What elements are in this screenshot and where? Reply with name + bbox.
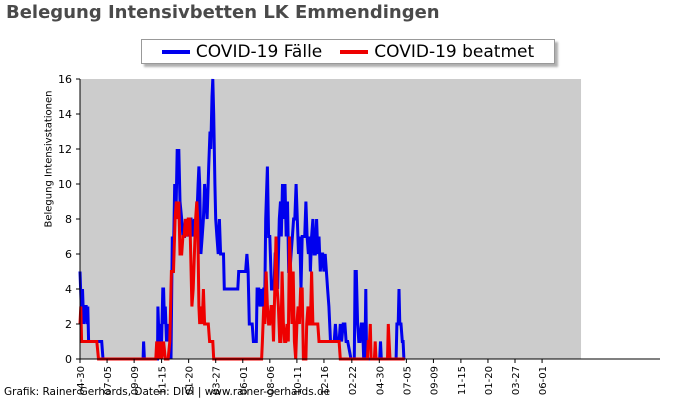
x-tick-label: 01-20 bbox=[185, 366, 196, 395]
chart-title: Belegung Intensivbetten LK Emmendingen bbox=[6, 2, 440, 23]
y-tick-label: 16 bbox=[58, 73, 72, 86]
series-line-cases bbox=[78, 78, 406, 361]
legend-swatch-ventilated bbox=[340, 49, 369, 54]
x-tick-label: 07-05 bbox=[402, 366, 413, 395]
x-tick-label: 06-01 bbox=[538, 366, 549, 395]
legend-swatch-cases bbox=[161, 49, 190, 54]
x-tick-label: 06-01 bbox=[239, 366, 250, 395]
y-tick-label: 0 bbox=[65, 353, 72, 366]
x-tick-label: 11-15 bbox=[158, 366, 169, 395]
x-tick-label: 10-11 bbox=[293, 366, 304, 395]
x-tick-label: 04-30 bbox=[375, 366, 386, 395]
x-tick-label: 11-15 bbox=[457, 366, 468, 395]
legend-item-cases: COVID-19 Fälle bbox=[161, 41, 323, 62]
x-tick-label: 03-27 bbox=[511, 366, 522, 395]
y-tick-label: 10 bbox=[58, 178, 72, 191]
y-tick-label: 6 bbox=[65, 248, 72, 261]
legend-label-ventilated: COVID-19 beatmet bbox=[374, 41, 535, 62]
legend-item-ventilated: COVID-19 beatmet bbox=[340, 42, 534, 62]
y-tick-label: 2 bbox=[65, 318, 72, 331]
x-tick-label: 09-09 bbox=[130, 366, 141, 395]
x-tick-label: 02-22 bbox=[348, 366, 359, 395]
x-tick-label: 09-09 bbox=[429, 366, 440, 395]
legend-label-cases: COVID-19 Fälle bbox=[195, 41, 323, 62]
series-line-ventilated bbox=[78, 201, 405, 361]
y-tick-label: 14 bbox=[58, 108, 72, 121]
y-tick-label: 8 bbox=[65, 213, 72, 226]
x-tick-label: 03-27 bbox=[212, 366, 223, 395]
x-tick-label: 08-06 bbox=[266, 366, 277, 395]
y-axis-label: Belegung Intensivstationen bbox=[43, 90, 55, 228]
x-tick-label: 01-20 bbox=[484, 366, 495, 395]
x-tick-label: 04-30 bbox=[76, 366, 87, 395]
y-tick-label: 4 bbox=[65, 283, 72, 296]
x-tick-label: 07-05 bbox=[103, 366, 114, 395]
credit-footer: Grafik: Rainer Gerhards, Daten: DIVI | w… bbox=[4, 386, 331, 398]
y-tick-label: 12 bbox=[58, 143, 72, 156]
x-tick-label: 12-16 bbox=[320, 366, 331, 395]
chart-legend: COVID-19 Fälle COVID-19 beatmet bbox=[141, 39, 555, 64]
